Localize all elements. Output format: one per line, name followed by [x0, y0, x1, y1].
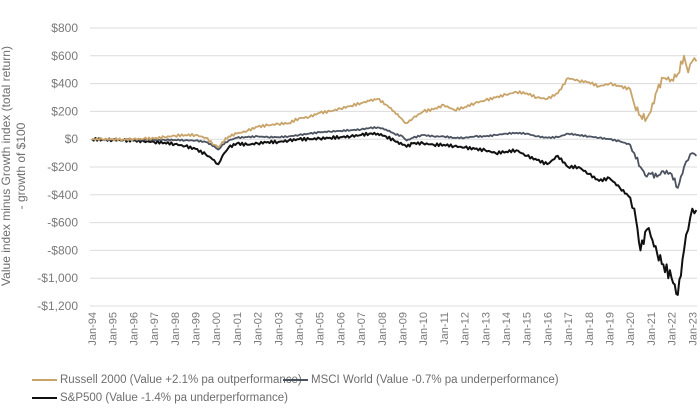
x-tick-label: Jan-05 — [315, 312, 327, 346]
x-tick-label: Jan-20 — [625, 312, 637, 346]
series-lines — [91, 54, 698, 296]
x-tick-label: Jan-00 — [211, 312, 223, 346]
x-tick-label: Jan-14 — [501, 312, 513, 346]
x-axis-ticks: Jan-94 Jan-95 Jan-96 Jan-97 Jan-98 Jan-99 Jan-… — [87, 312, 699, 346]
x-tick-label: Jan-95 — [108, 312, 120, 346]
y-axis-label-line-2: - growth of $100 — [14, 122, 28, 209]
legend-swatch-sp500 — [32, 397, 57, 399]
legend-item-sp500: S&P500 (Value -1.4% pa underperformance) — [32, 392, 288, 404]
y-tick-label: $600 — [51, 49, 78, 63]
y-axis-ticks: $800 $600 $400 $200 $0 -$200 -$400 -$600 -$800 -$… — [37, 21, 78, 313]
x-tick-label: Jan-22 — [667, 312, 679, 346]
x-tick-label: Jan-10 — [418, 312, 430, 346]
y-tick-label: -$1,200 — [37, 299, 78, 313]
x-tick-label: Jan-94 — [87, 312, 99, 346]
y-tick-label: -$600 — [47, 216, 78, 230]
x-tick-label: Jan-07 — [356, 312, 368, 346]
x-tick-label: Jan-97 — [149, 312, 161, 346]
legend-label-msci-world: MSCI World (Value -0.7% pa underperforma… — [311, 374, 559, 386]
msci-world-line — [91, 126, 698, 189]
y-axis-label-line-1: Value index minus Growth index (total re… — [0, 46, 13, 286]
x-tick-label: Jan-13 — [480, 312, 492, 346]
x-tick-label: Jan-09 — [398, 312, 410, 346]
x-tick-label: Jan-96 — [128, 312, 140, 346]
x-tick-label: Jan-19 — [605, 312, 617, 346]
y-axis-label: Value index minus Growth index (total re… — [0, 46, 28, 286]
y-tick-label: -$800 — [47, 243, 78, 257]
y-tick-label: $400 — [51, 77, 78, 91]
x-tick-label: Jan-06 — [335, 312, 347, 346]
legend-label-sp500: S&P500 (Value -1.4% pa underperformance) — [60, 392, 289, 404]
x-tick-label: Jan-98 — [170, 312, 182, 346]
x-tick-label: Jan-11 — [439, 312, 451, 345]
x-tick-label: Jan-21 — [646, 312, 658, 346]
x-tick-label: Jan-15 — [522, 312, 534, 346]
legend-item-msci-world: MSCI World (Value -0.7% pa underperforma… — [283, 374, 559, 386]
x-tick-label: Jan-04 — [294, 312, 306, 346]
x-tick-label: Jan-18 — [584, 312, 596, 346]
gridlines — [90, 27, 697, 307]
y-tick-label: $800 — [51, 21, 78, 35]
y-tick-label: -$1,000 — [37, 271, 78, 285]
x-tick-label: Jan-17 — [563, 312, 575, 346]
x-tick-label: Jan-99 — [191, 312, 203, 346]
x-tick-label: Jan-16 — [542, 312, 554, 346]
x-tick-label: Jan-08 — [377, 312, 389, 346]
x-tick-label: Jan-01 — [232, 312, 244, 346]
y-tick-label: $200 — [51, 104, 78, 118]
x-tick-label: Jan-23 — [687, 312, 699, 346]
russell-2000-line — [91, 54, 698, 149]
legend-item-russell-2000: Russell 2000 (Value +2.1% pa outperforma… — [32, 374, 302, 386]
y-tick-label: $0 — [65, 132, 79, 146]
legend-label-russell-2000: Russell 2000 (Value +2.1% pa outperforma… — [60, 374, 302, 386]
sp500-line — [91, 131, 698, 296]
x-tick-label: Jan-12 — [460, 312, 472, 346]
x-tick-label: Jan-02 — [253, 312, 265, 346]
y-tick-label: -$400 — [47, 188, 78, 202]
x-tick-label: Jan-03 — [273, 312, 285, 346]
legend-swatch-msci-world — [283, 379, 308, 381]
legend-swatch-russell-2000 — [32, 379, 57, 381]
y-tick-label: -$200 — [47, 160, 78, 174]
